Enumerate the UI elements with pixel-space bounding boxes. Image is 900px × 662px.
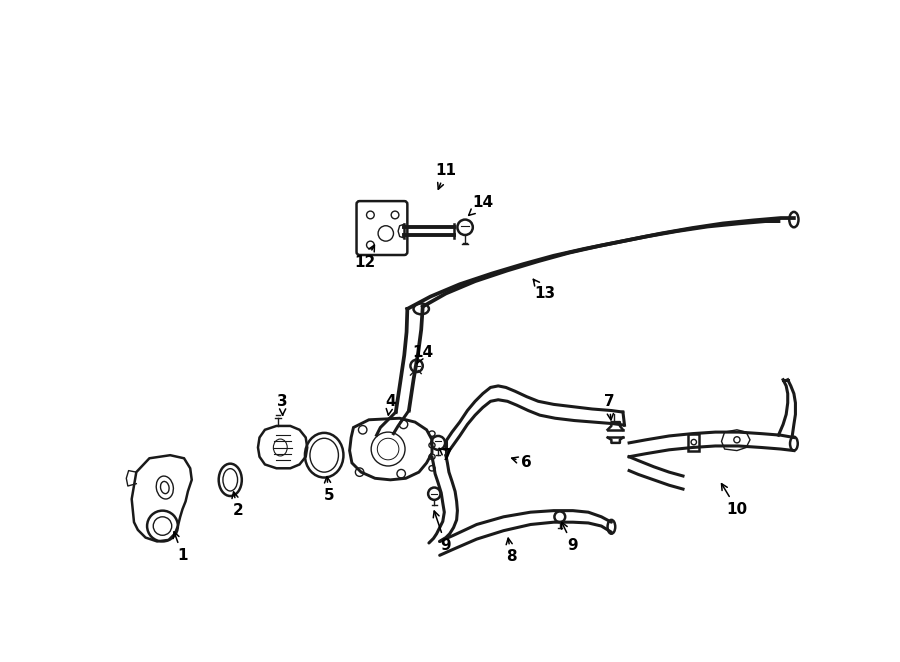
Text: 6: 6 xyxy=(512,455,532,471)
Text: 9: 9 xyxy=(433,511,451,553)
Text: 8: 8 xyxy=(506,538,517,564)
Text: 7: 7 xyxy=(439,448,453,463)
Text: 2: 2 xyxy=(232,492,243,518)
Text: 14: 14 xyxy=(412,346,433,363)
Text: 4: 4 xyxy=(385,394,396,415)
Text: 11: 11 xyxy=(436,163,456,189)
Text: 10: 10 xyxy=(722,484,748,516)
Text: 1: 1 xyxy=(173,532,188,563)
Text: 3: 3 xyxy=(277,394,288,415)
Text: 12: 12 xyxy=(355,245,375,270)
Text: 7: 7 xyxy=(604,394,615,420)
Text: 14: 14 xyxy=(469,195,493,215)
FancyBboxPatch shape xyxy=(356,201,408,255)
Text: 13: 13 xyxy=(534,279,555,301)
Text: 5: 5 xyxy=(323,477,334,502)
Text: 9: 9 xyxy=(562,522,578,553)
Bar xyxy=(688,434,699,451)
